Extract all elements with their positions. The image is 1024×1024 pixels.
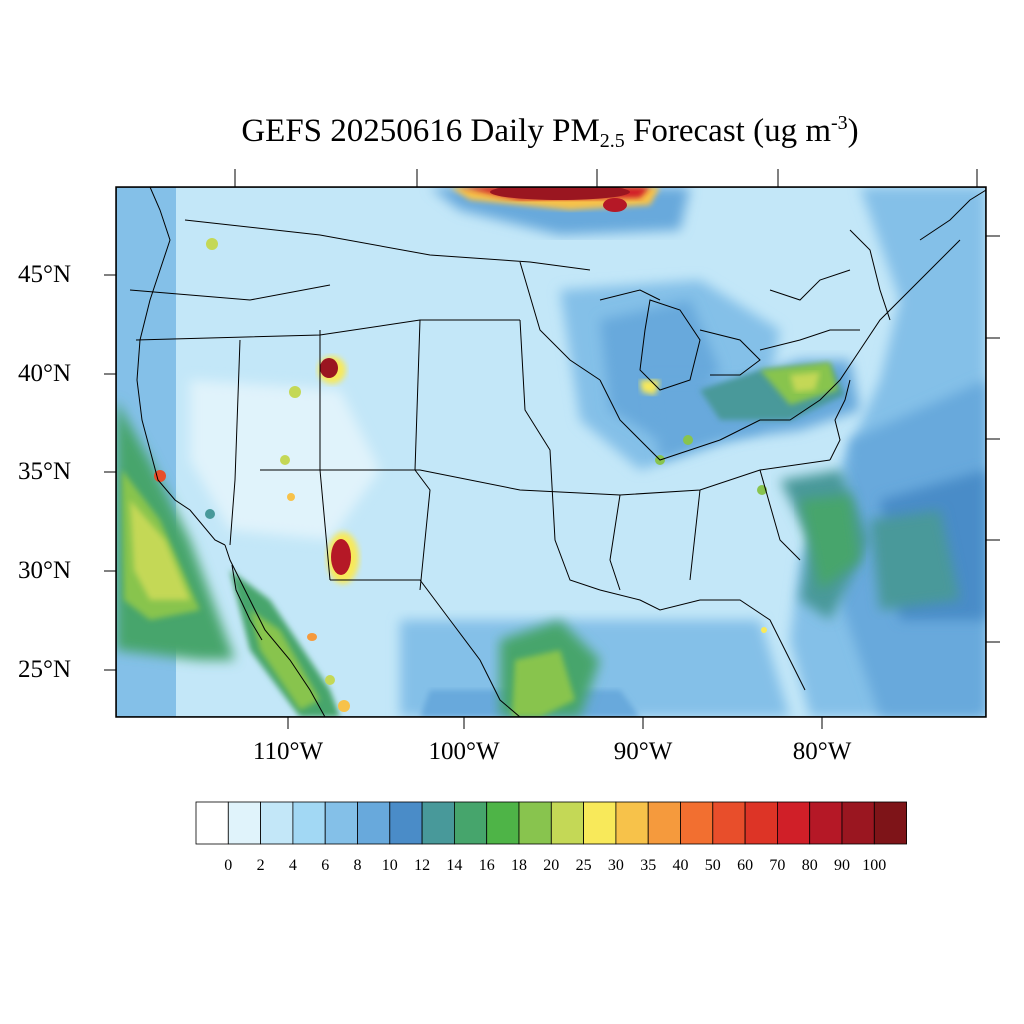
- colorbar-tick-label: 70: [769, 857, 786, 874]
- colorbar-swatch: [453, 801, 488, 845]
- lat-label-35: 35°N: [18, 458, 72, 485]
- map-frame: [115, 186, 987, 718]
- colorbar-swatch: [873, 801, 907, 845]
- colorbar-tick-label: 2: [256, 857, 265, 874]
- colorbar-swatch: [744, 801, 778, 845]
- pm25-field: [116, 187, 986, 717]
- colorbar-tick-label: 100: [862, 857, 887, 874]
- colorbar-swatch: [324, 801, 358, 845]
- colorbar-swatch: [550, 801, 584, 845]
- colorbar-tick-label: 50: [704, 857, 721, 874]
- colorbar-tick-label: 4: [288, 857, 297, 874]
- map-title: GEFS 20250616 Daily PM2.5 Forecast (ug m…: [241, 112, 859, 152]
- colorbar-swatch: [841, 801, 875, 845]
- colorbar-tick-label: 12: [414, 857, 431, 874]
- colorbar-tick-label: 6: [321, 857, 330, 874]
- lon-label-80w: 80°W: [792, 738, 852, 765]
- colorbar-swatch: [583, 801, 617, 845]
- colorbar-swatch: [421, 801, 455, 845]
- colorbar-swatch: [615, 801, 649, 845]
- lon-label-110w: 110°W: [252, 738, 324, 765]
- colorbar-tick-label: 14: [446, 857, 463, 874]
- colorbar-tick-label: 10: [381, 857, 398, 874]
- colorbar-swatch: [260, 801, 294, 845]
- colorbar-swatch: [680, 801, 714, 845]
- lon-label-100w: 100°W: [428, 738, 500, 765]
- colorbar-tick-label: 30: [607, 857, 624, 874]
- colorbar-swatch: [195, 801, 229, 845]
- colorbar-swatch: [712, 801, 746, 845]
- lat-label-25: 25°N: [18, 656, 72, 683]
- colorbar-tick-label: 8: [353, 857, 362, 874]
- colorbar-tick-label: 40: [672, 857, 689, 874]
- colorbar-swatch: [777, 801, 811, 845]
- colorbar-swatch: [486, 801, 520, 845]
- colorbar-tick-label: 0: [224, 857, 233, 874]
- colorbar-swatch: [227, 801, 262, 845]
- colorbar-tick-label: 90: [834, 857, 850, 874]
- colorbar-tick-label: 20: [543, 857, 560, 874]
- colorbar: [195, 801, 907, 845]
- axis-ticks: [104, 169, 1000, 729]
- lat-label-30: 30°N: [18, 557, 72, 584]
- colorbar-swatch: [389, 801, 423, 845]
- lat-label-40: 40°N: [18, 360, 72, 387]
- boundaries: [129, 187, 986, 717]
- colorbar-tick-label: 35: [640, 857, 657, 874]
- colorbar-swatch: [647, 801, 681, 845]
- colorbar-tick-label: 16: [478, 857, 495, 874]
- colorbar-swatch: [292, 801, 326, 845]
- colorbar-swatch: [518, 801, 552, 845]
- colorbar-tick-label: 25: [575, 857, 592, 874]
- colorbar-tick-label: 60: [737, 857, 754, 874]
- lon-label-90w: 90°W: [613, 738, 673, 765]
- colorbar-tick-label: 80: [801, 857, 818, 874]
- colorbar-swatch: [809, 801, 843, 845]
- colorbar-swatch: [357, 801, 391, 845]
- colorbar-tick-label: 18: [511, 857, 527, 874]
- lat-label-45: 45°N: [18, 261, 72, 288]
